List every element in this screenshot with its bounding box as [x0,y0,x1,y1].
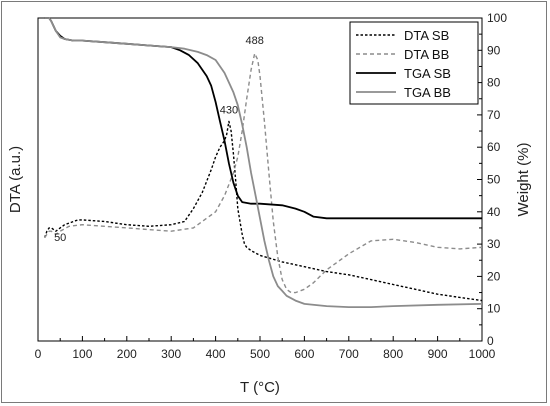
y-tick-label: 0 [487,334,494,348]
x-tick-label: 800 [383,347,403,361]
x-tick-label: 700 [339,347,359,361]
y-tick-label: 60 [487,140,501,154]
series-line-dta-bb [44,52,483,294]
y-tick-label: 10 [487,302,501,316]
x-tick-label: 100 [72,347,92,361]
y-right-axis-label: Weight (%) [515,143,532,217]
x-tick-label: 200 [117,347,137,361]
x-tick-label: 900 [428,347,448,361]
legend-label: TGA BB [404,85,451,100]
peak-annotation: 50 [54,232,66,244]
peak-annotation: 430 [220,104,238,116]
x-tick-label: 400 [206,347,226,361]
legend: DTA SB DTA BB TGA SB TGA BB [349,21,479,105]
y-tick-label: 20 [487,269,501,283]
y-tick-label: 50 [487,173,501,187]
x-axis-label: T (°C) [240,379,280,396]
series-line-tga-bb [44,17,483,309]
x-tick-label: 1000 [469,347,496,361]
y-tick-label: 90 [487,43,501,57]
y-left-axis-label: DTA (a.u.) [7,146,24,213]
x-axis-ticks: 0 100 200 300 400 500 600 700 800 900 1000 [35,336,496,361]
legend-label: TGA SB [404,66,451,81]
y-tick-label: 40 [487,205,501,219]
series-layer [44,17,483,309]
x-tick-label: 600 [294,347,314,361]
y-tick-label: 80 [487,76,501,90]
x-tick-label: 500 [250,347,270,361]
peak-annotation: 488 [245,35,263,47]
y-right-axis-ticks: 0 10 20 30 40 50 60 70 80 90 100 [477,11,507,348]
annotations: 50 430 488 [54,35,264,244]
legend-label: DTA BB [404,47,449,62]
x-tick-label: 0 [35,347,42,361]
series-line-dta-sb [44,120,483,302]
y-tick-label: 70 [487,108,501,122]
y-tick-label: 100 [487,11,507,25]
y-tick-label: 30 [487,237,501,251]
x-tick-label: 300 [161,347,181,361]
legend-label: DTA SB [404,28,449,43]
